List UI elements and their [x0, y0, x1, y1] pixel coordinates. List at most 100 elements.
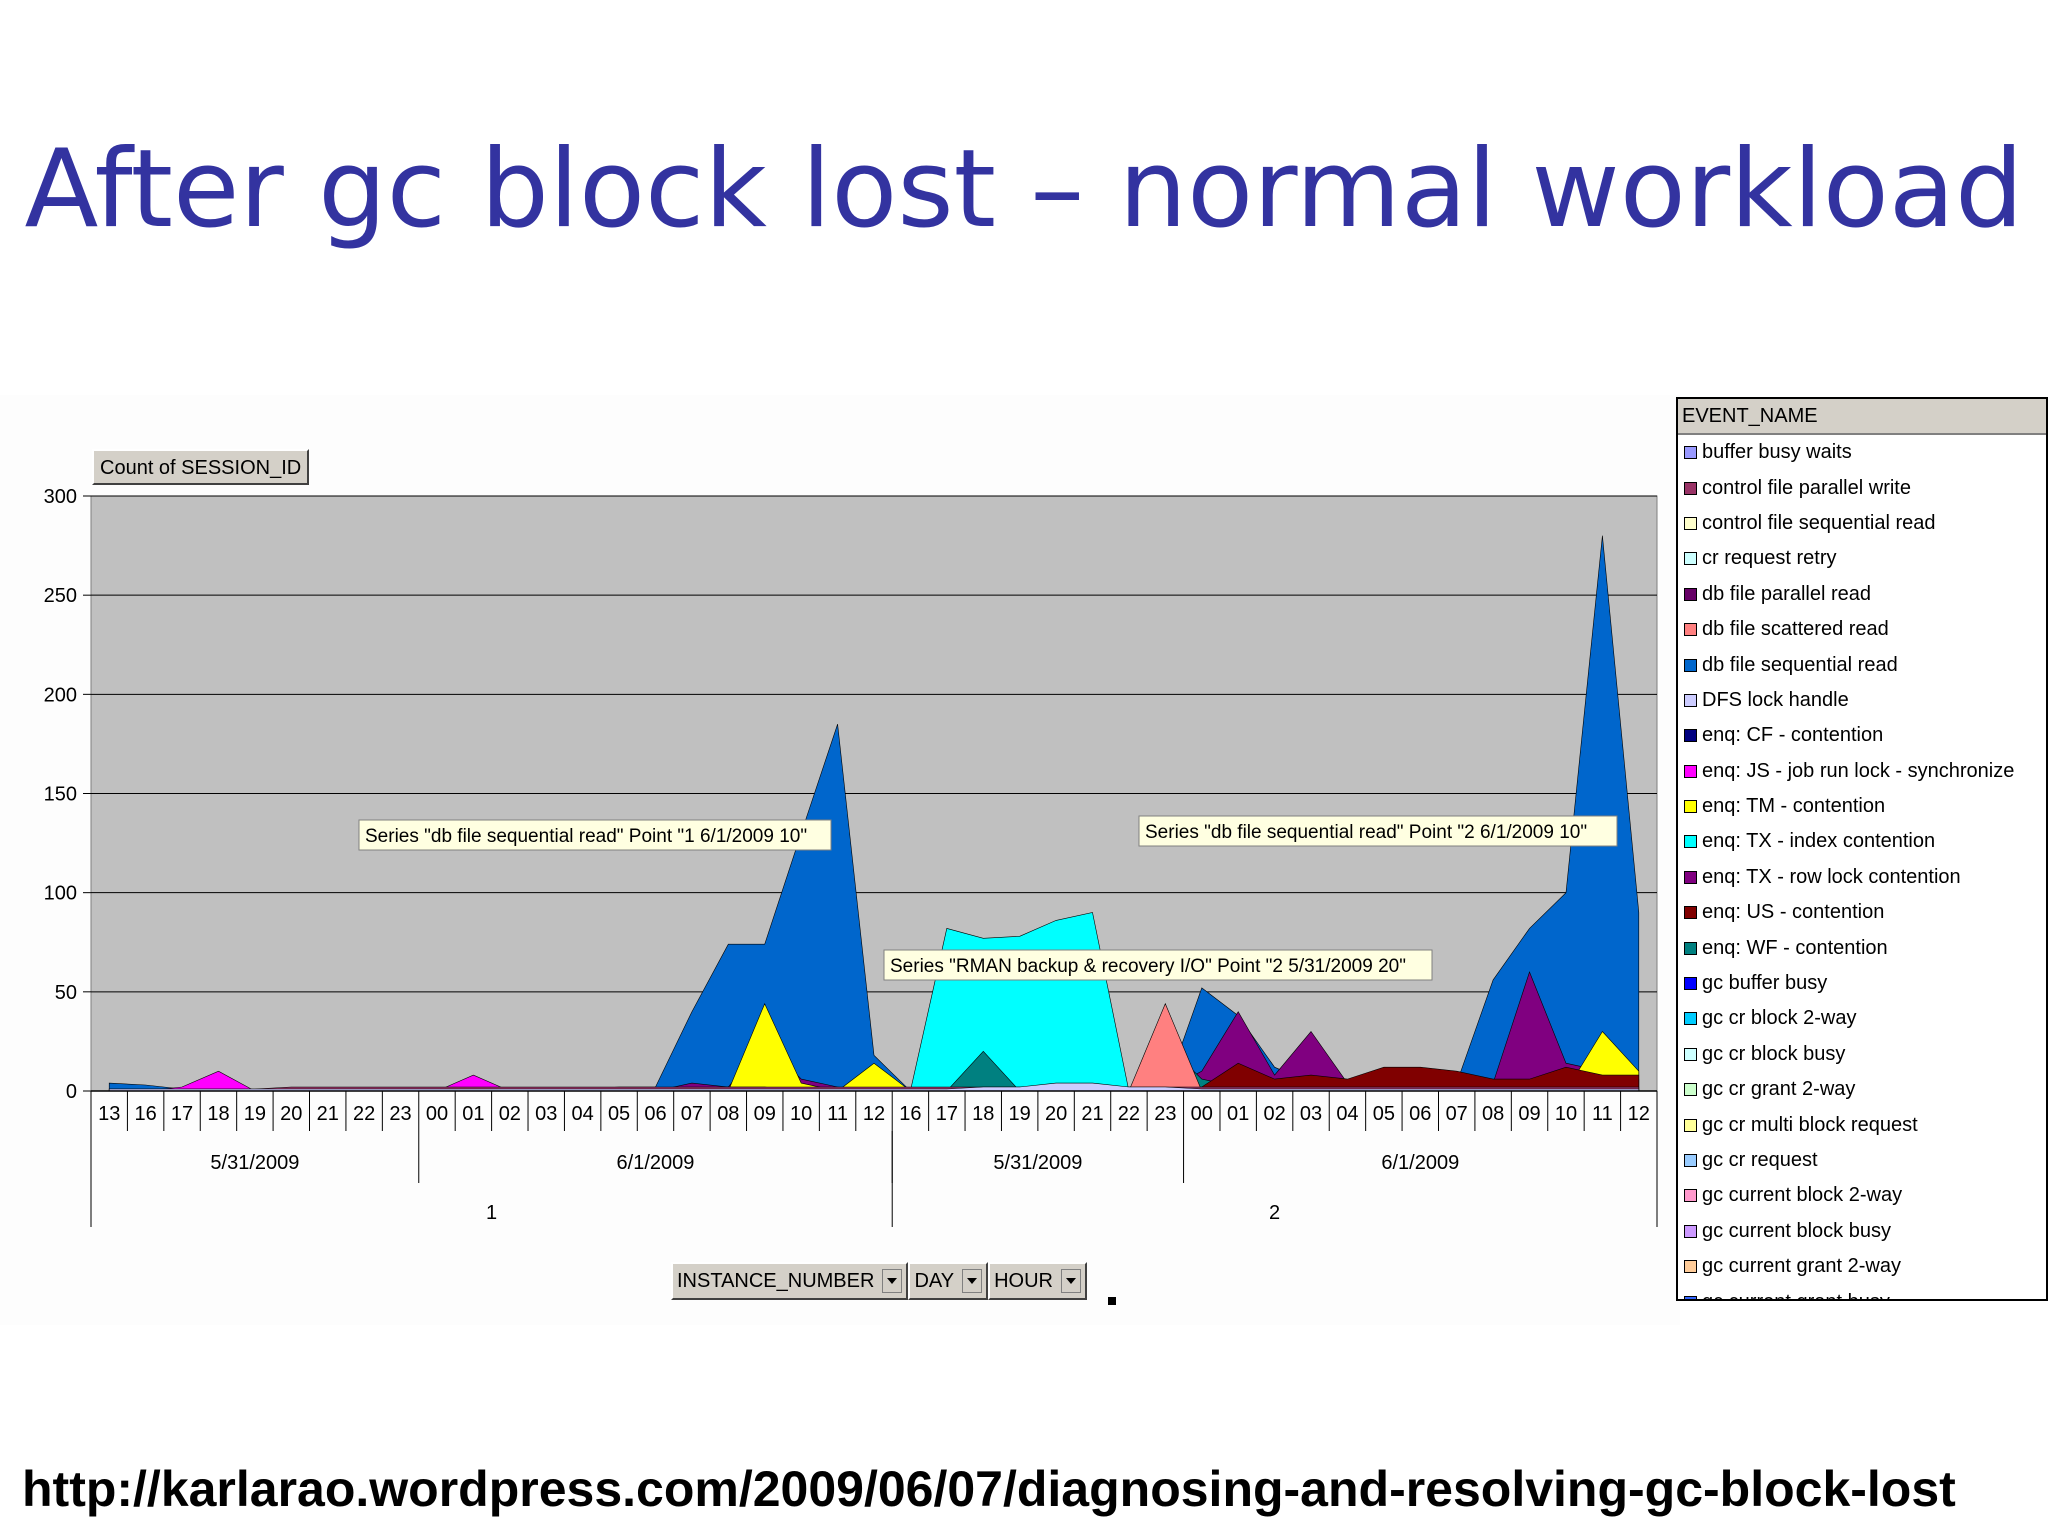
- legend-label: enq: TX - row lock contention: [1702, 865, 1961, 888]
- legend-label: db file parallel read: [1702, 582, 1871, 605]
- legend-swatch: [1684, 1260, 1697, 1274]
- legend-swatch: [1684, 658, 1697, 672]
- source-url[interactable]: http://karlarao.wordpress.com/2009/06/07…: [22, 1461, 1956, 1517]
- x-hour-label: 01: [1227, 1103, 1249, 1125]
- legend-label: gc current grant 2-way: [1702, 1255, 1901, 1278]
- x-hour-label: 02: [1263, 1103, 1285, 1125]
- legend-item: gc cr multi block request: [1678, 1107, 2046, 1142]
- legend-swatch: [1684, 941, 1697, 955]
- callout-label: Series "db file sequential read" Point "…: [365, 826, 807, 847]
- y-tick-label: 200: [44, 684, 77, 706]
- x-hour-label: 08: [1482, 1103, 1504, 1125]
- x-hour-label: 04: [1336, 1103, 1358, 1125]
- callout-label: Series "db file sequential read" Point "…: [1145, 822, 1587, 843]
- legend-item: db file sequential read: [1678, 647, 2046, 682]
- data-field-button[interactable]: Count of SESSION_ID: [92, 449, 310, 485]
- legend-label: enq: US - contention: [1702, 901, 1885, 924]
- field-button-label: HOUR: [994, 1269, 1053, 1292]
- legend-swatch: [1684, 800, 1697, 814]
- x-hour-label: 11: [1592, 1103, 1613, 1125]
- legend-item: control file parallel write: [1678, 470, 2046, 505]
- x-hour-label: 10: [1555, 1103, 1577, 1125]
- callout-box: [1138, 815, 1618, 847]
- dropdown-arrow-icon[interactable]: [882, 1269, 903, 1293]
- x-hour-label: 07: [1446, 1103, 1468, 1125]
- y-tick-label: 250: [44, 585, 77, 607]
- x-hour-label: 17: [936, 1103, 958, 1125]
- x-hour-label: 22: [353, 1103, 375, 1125]
- dropdown-arrow-icon[interactable]: [962, 1269, 983, 1293]
- field-button-hour[interactable]: HOUR: [988, 1262, 1087, 1300]
- legend-item: gc current grant 2-way: [1678, 1249, 2046, 1284]
- x-hour-label: 21: [317, 1103, 339, 1125]
- x-hour-label: 20: [280, 1103, 302, 1125]
- annotation-callout: Series "RMAN backup & recovery I/O" Poin…: [883, 949, 1433, 981]
- callout-label: Series "RMAN backup & recovery I/O" Poin…: [890, 956, 1406, 977]
- field-button-instance-number[interactable]: INSTANCE_NUMBER: [671, 1262, 909, 1300]
- legend-label: gc cr block 2-way: [1702, 1007, 1857, 1030]
- y-tick-label: 50: [55, 982, 77, 1004]
- legend-item: enq: JS - job run lock - synchronize: [1678, 754, 2046, 789]
- legend-label: DFS lock handle: [1702, 688, 1849, 711]
- legend-swatch: [1684, 1295, 1697, 1299]
- legend-label: gc cr block busy: [1702, 1042, 1846, 1065]
- legend-item: gc current block 2-way: [1678, 1178, 2046, 1213]
- legend-swatch: [1684, 446, 1697, 460]
- x-hour-label: 09: [754, 1103, 776, 1125]
- x-hour-label: 11: [827, 1103, 848, 1125]
- legend-label: enq: CF - contention: [1702, 724, 1884, 747]
- x-hour-label: 17: [171, 1103, 193, 1125]
- x-day-label: 5/31/2009: [210, 1152, 299, 1174]
- legend-label: control file parallel write: [1702, 476, 1911, 499]
- dropdown-arrow-icon[interactable]: [1060, 1269, 1081, 1293]
- y-tick-label: 300: [44, 486, 77, 508]
- legend-item: enq: WF - contention: [1678, 930, 2046, 965]
- row-field-buttons: INSTANCE_NUMBER DAY HOUR: [671, 1262, 1087, 1300]
- legend-item: gc buffer busy: [1678, 966, 2046, 1001]
- legend-item: control file sequential read: [1678, 506, 2046, 541]
- x-hour-label: 22: [1118, 1103, 1140, 1125]
- legend-swatch: [1684, 729, 1697, 743]
- field-button-day[interactable]: DAY: [908, 1262, 989, 1300]
- x-hour-label: 20: [1045, 1103, 1067, 1125]
- legend-item: enq: TX - index contention: [1678, 824, 2046, 859]
- legend-label: gc current block 2-way: [1702, 1184, 1903, 1207]
- x-hour-label: 16: [899, 1103, 921, 1125]
- y-tick-label: 150: [44, 784, 77, 806]
- x-hour-label: 09: [1518, 1103, 1540, 1125]
- legend-label: gc cr request: [1702, 1149, 1818, 1171]
- x-hour-label: 21: [1081, 1103, 1103, 1125]
- x-day-label: 6/1/2009: [617, 1152, 695, 1174]
- legend-swatch: [1684, 623, 1697, 637]
- x-hour-label: 19: [244, 1103, 266, 1125]
- x-hour-label: 16: [135, 1103, 157, 1125]
- legend-item: db file parallel read: [1678, 577, 2046, 612]
- slide-title: After gc block lost – normal workload: [24, 127, 2024, 252]
- x-hour-label: 04: [572, 1103, 594, 1125]
- legend-label: gc cr multi block request: [1702, 1113, 1918, 1136]
- legend-label: gc cr grant 2-way: [1702, 1078, 1856, 1101]
- legend-label: gc current block busy: [1702, 1219, 1891, 1242]
- legend-label: buffer busy waits: [1702, 441, 1852, 464]
- chart-legend: EVENT_NAME buffer busy waits control file…: [1676, 397, 2048, 1301]
- legend-swatch: [1684, 1083, 1697, 1097]
- legend-swatch: [1684, 1118, 1697, 1132]
- x-hour-label: 01: [462, 1103, 484, 1125]
- field-button-label: INSTANCE_NUMBER: [677, 1269, 875, 1292]
- x-instance-label: 1: [486, 1202, 497, 1224]
- x-instance-label: 2: [1269, 1202, 1280, 1224]
- legend-swatch: [1684, 516, 1697, 530]
- x-hour-label: 23: [1154, 1103, 1176, 1125]
- legend-item: gc cr block 2-way: [1678, 1001, 2046, 1036]
- legend-item: gc cr request: [1678, 1143, 2046, 1178]
- legend-item: db file scattered read: [1678, 612, 2046, 647]
- legend-title-button[interactable]: EVENT_NAME: [1678, 399, 2046, 435]
- legend-label: enq: JS - job run lock - synchronize: [1702, 759, 2015, 782]
- legend-list: buffer busy waits control file parallel w…: [1678, 435, 2046, 1299]
- annotation-callout: Series "db file sequential read" Point "…: [1138, 815, 1618, 847]
- x-hour-label: 00: [1191, 1103, 1213, 1125]
- legend-item: gc current block busy: [1678, 1214, 2046, 1249]
- legend-swatch: [1684, 1189, 1697, 1203]
- x-hour-label: 08: [717, 1103, 739, 1125]
